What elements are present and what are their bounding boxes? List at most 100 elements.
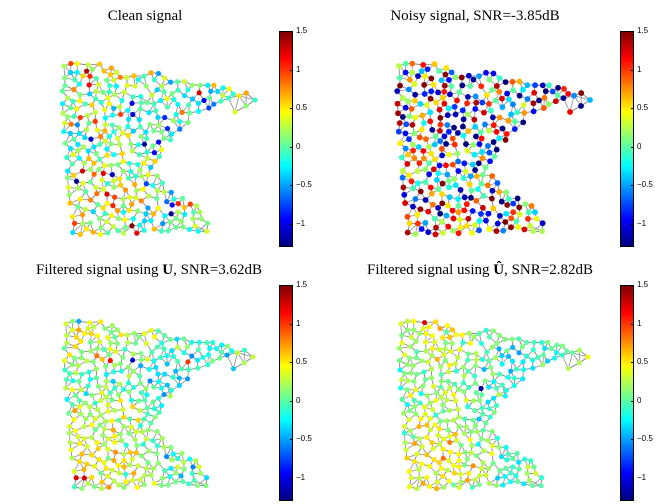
graph-node	[546, 82, 552, 89]
graph-node	[77, 114, 83, 121]
graph-plot	[396, 318, 591, 492]
graph-node	[148, 70, 154, 76]
graph-node	[88, 136, 94, 142]
graph-node	[154, 87, 160, 93]
graph-node	[110, 203, 116, 209]
graph-node	[196, 464, 202, 470]
graph-node	[101, 441, 108, 447]
colorbar-tick-mark	[290, 108, 293, 110]
graph-node	[471, 222, 478, 229]
graph-node	[61, 63, 67, 69]
graph-node	[167, 474, 173, 480]
graph-node	[461, 194, 468, 201]
graph-node	[508, 224, 514, 231]
graph-node	[64, 332, 70, 338]
graph-node	[137, 106, 143, 112]
colorbar-tick-label: 0.5	[296, 357, 308, 367]
graph-node	[145, 427, 151, 433]
graph-node	[135, 77, 142, 83]
graph-node	[80, 73, 86, 79]
graph-node	[85, 480, 91, 486]
graph-node	[181, 459, 187, 465]
graph-node	[96, 456, 102, 463]
graph-node	[445, 128, 452, 135]
graph-node	[144, 436, 150, 442]
graph-node	[95, 446, 101, 452]
graph-node	[96, 61, 103, 67]
graph-node	[69, 387, 75, 393]
graph-node	[503, 189, 510, 196]
graph-node	[437, 210, 444, 217]
graph-node	[118, 368, 124, 374]
graph-node	[156, 395, 162, 401]
graph-node	[440, 94, 446, 101]
graph-node	[435, 170, 442, 177]
graph-node	[167, 336, 173, 343]
graph-node	[448, 83, 455, 90]
graph-node	[402, 60, 409, 67]
graph-node	[185, 376, 191, 382]
graph-node	[159, 340, 165, 346]
graph-node	[479, 99, 486, 106]
graph-node	[206, 105, 212, 111]
graph-node	[479, 155, 486, 162]
graph-node	[81, 475, 87, 481]
graph-node	[422, 179, 429, 185]
graph-node	[440, 230, 446, 236]
graph-node	[101, 346, 107, 353]
graph-node	[62, 367, 68, 373]
graph-node	[152, 158, 158, 164]
graph-node	[102, 128, 108, 134]
graph-node	[462, 168, 469, 175]
graph-node	[149, 349, 155, 355]
graph-node	[438, 218, 445, 225]
graph-node	[116, 392, 122, 398]
graph-node	[161, 346, 167, 352]
graph-node	[154, 443, 160, 449]
graph-node	[468, 187, 475, 194]
graph-node	[464, 100, 470, 107]
graph-node	[508, 215, 515, 222]
graph-node	[484, 182, 491, 189]
graph-node	[545, 101, 552, 108]
graph-node	[126, 207, 132, 213]
graph-node	[426, 160, 432, 167]
graph-node	[102, 122, 109, 128]
graph-node	[109, 467, 115, 473]
graph-node	[85, 62, 91, 68]
graph-node	[444, 171, 451, 178]
graph-node	[87, 220, 94, 226]
graph-node	[103, 372, 109, 378]
graph-node	[454, 150, 461, 157]
graph-node	[173, 470, 179, 476]
graph-node	[68, 121, 74, 127]
graph-node	[232, 109, 238, 115]
graph-node	[151, 480, 157, 487]
graph-node	[218, 349, 224, 356]
graph-node	[151, 465, 157, 472]
graph-node	[69, 327, 75, 333]
graph-node	[100, 186, 107, 192]
graph-node	[101, 426, 107, 432]
graph-node	[91, 171, 97, 177]
graph-node	[141, 218, 147, 224]
graph-node	[112, 385, 118, 391]
graph-node	[170, 451, 176, 457]
graph-node	[446, 151, 452, 158]
graph-node	[432, 231, 439, 238]
graph-node	[120, 196, 126, 202]
graph-node	[394, 88, 401, 95]
graph-node	[73, 370, 79, 376]
graph-node	[441, 133, 448, 140]
graph-node	[427, 109, 434, 116]
graph-node	[116, 176, 123, 182]
graph-node	[131, 384, 137, 390]
graph-node	[527, 223, 534, 229]
graph-node	[205, 220, 211, 226]
colorbar-tick-mark	[290, 31, 293, 32]
graph-node	[458, 74, 465, 81]
graph-node	[61, 345, 67, 351]
graph-node	[472, 106, 479, 112]
graph-node	[79, 486, 85, 492]
graph-node	[81, 144, 87, 150]
